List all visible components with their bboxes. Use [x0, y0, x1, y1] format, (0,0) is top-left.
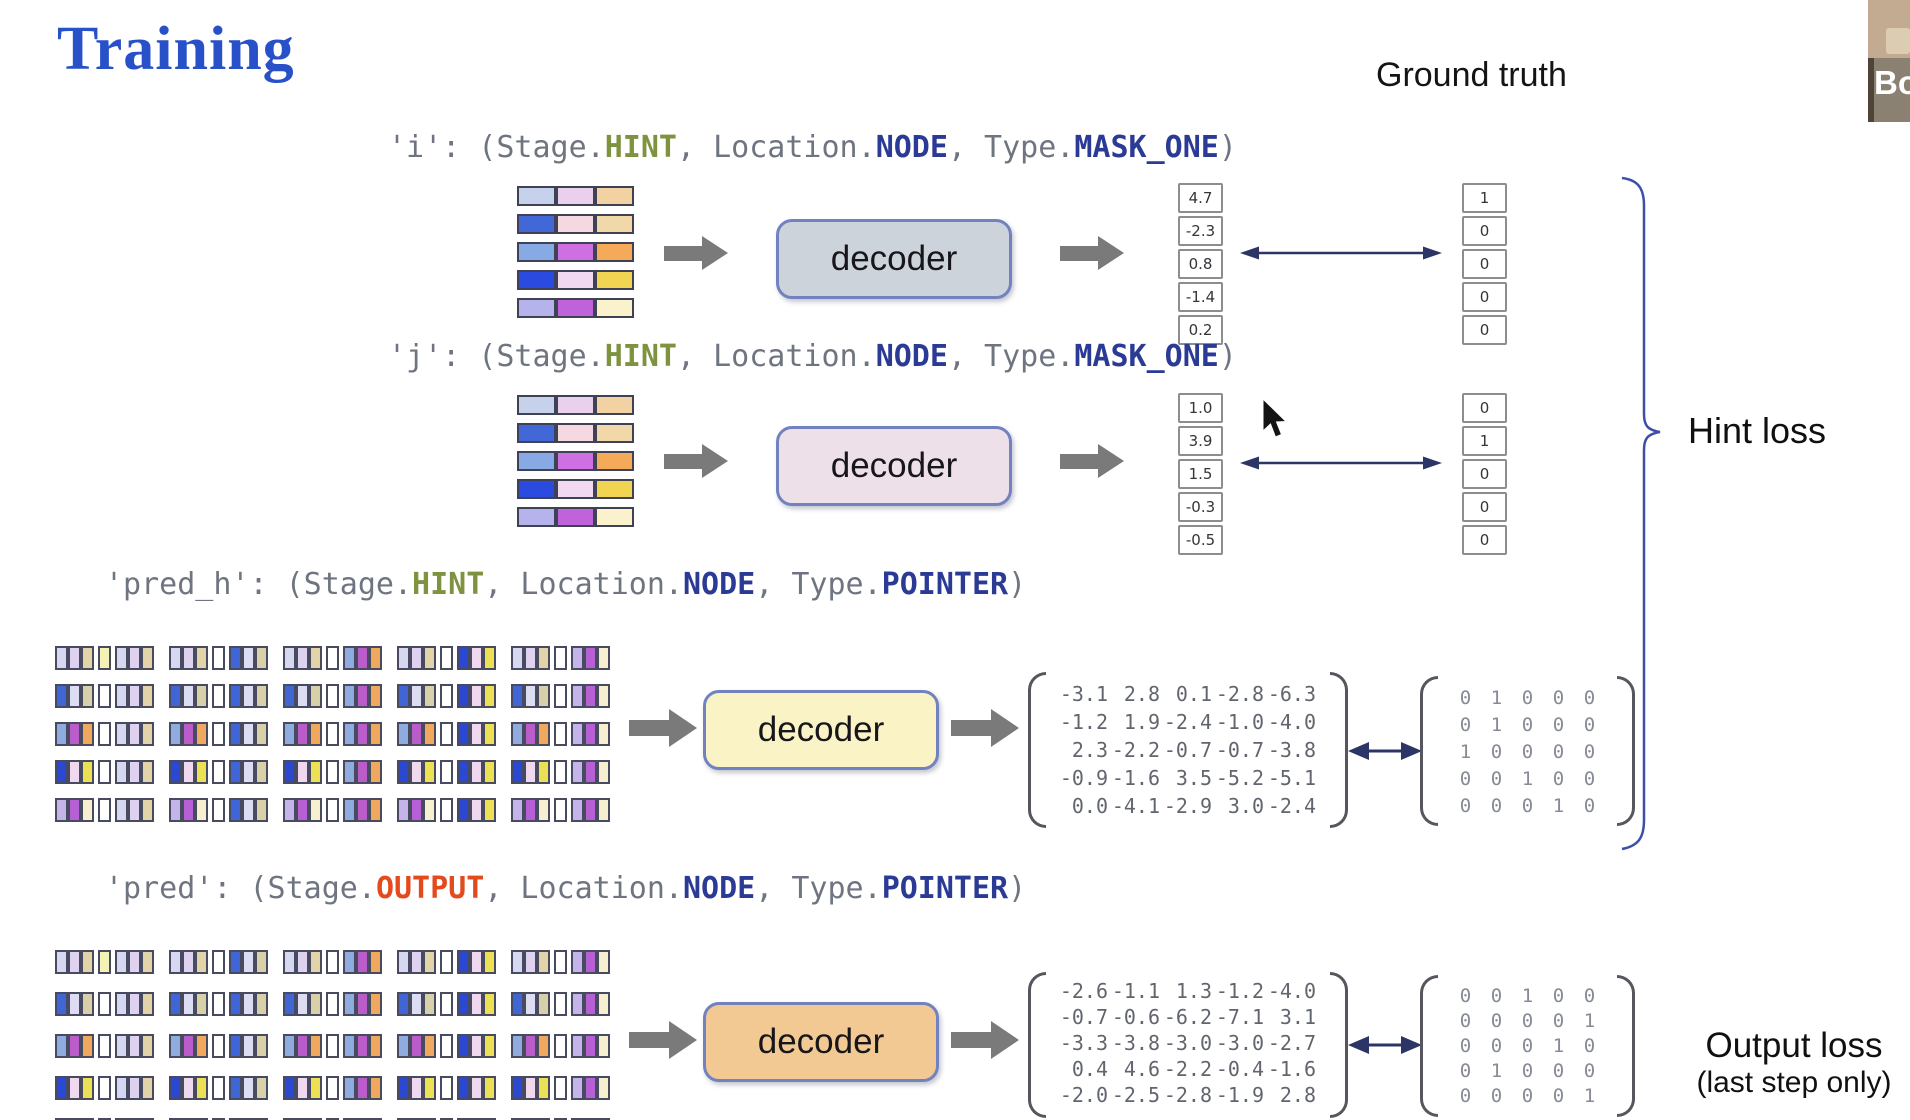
decoder-box-pred: decoder: [703, 1002, 939, 1082]
webcam-image: [1886, 28, 1910, 54]
output-loss-label: Output loss: [1705, 1026, 1883, 1065]
comparison-arrow-icon: [1240, 456, 1442, 470]
flow-arrow-icon: [951, 709, 1019, 747]
prediction-vector-i: 4.7 -2.3 0.8 -1.4 0.2: [1178, 183, 1223, 348]
spec-label-pred-h: 'pred_h': (Stage.HINT, Location.NODE, Ty…: [105, 567, 1027, 602]
decoder-label: decoder: [830, 239, 958, 278]
mouse-cursor-icon: [1262, 398, 1288, 438]
matrix-bracket-left: [1420, 676, 1438, 826]
comparison-arrow-icon: [1348, 742, 1422, 760]
webcam-name: Bo: [1874, 64, 1910, 101]
hint-loss-label: Hint loss: [1688, 410, 1827, 451]
decoder-label: decoder: [757, 710, 885, 749]
input-embeddings-j: [517, 395, 634, 535]
comparison-arrow-icon: [1348, 1036, 1422, 1054]
spec-label-pred: 'pred': (Stage.OUTPUT, Location.NODE, Ty…: [105, 871, 1027, 906]
matrix-bracket-left: [1028, 672, 1046, 828]
spec-label-i: 'i': (Stage.HINT, Location.NODE, Type.MA…: [388, 130, 1237, 165]
page-title: Training: [57, 15, 295, 83]
webcam-name-band: [1868, 58, 1910, 122]
decoder-label: decoder: [757, 1022, 885, 1061]
flow-arrow-icon: [629, 1021, 697, 1059]
flow-arrow-icon: [664, 236, 728, 270]
matrix-bracket-right: [1617, 975, 1635, 1117]
output-loss-note: (last step only): [1696, 1066, 1892, 1099]
output-loss-block: Output loss (last step only): [1676, 1026, 1910, 1100]
prediction-matrix-pred-h: -3.1 2.8 0.1 -2.8 -6.3 -1.2 1.9 -2.4 -1.0 -4.0 2.3…: [1028, 672, 1348, 828]
prediction-vector-j: 1.0 3.9 1.5 -0.3 -0.5: [1178, 393, 1223, 558]
decoder-box-j: decoder: [776, 426, 1012, 506]
flow-arrow-icon: [1060, 236, 1124, 270]
input-embeddings-i: [517, 186, 634, 326]
hint-loss-brace: [1621, 176, 1661, 851]
decoder-label: decoder: [830, 446, 958, 485]
webcam-shadow: [1868, 58, 1874, 122]
edge-embeddings-pred: [55, 950, 625, 1120]
spec-label-j: 'j': (Stage.HINT, Location.NODE, Type.MA…: [388, 339, 1237, 374]
matrix-bracket-left: [1420, 975, 1438, 1117]
flow-arrow-icon: [664, 444, 728, 478]
flow-arrow-icon: [1060, 444, 1124, 478]
flow-arrow-icon: [951, 1021, 1019, 1059]
comparison-arrow-icon: [1240, 246, 1442, 260]
prediction-matrix-pred: -2.6 -1.1 1.3 -1.2 -4.0 -0.7 -0.6 -6.2 -7.1 3.1 -3…: [1028, 972, 1348, 1118]
decoder-box-pred-h: decoder: [703, 690, 939, 770]
webcam-tile[interactable]: Bo: [1868, 0, 1910, 122]
ground-truth-header: Ground truth: [1376, 56, 1567, 94]
matrix-bracket-left: [1028, 972, 1046, 1118]
decoder-box-i: decoder: [776, 219, 1012, 299]
flow-arrow-icon: [629, 709, 697, 747]
edge-embeddings-pred-h: [55, 646, 625, 822]
